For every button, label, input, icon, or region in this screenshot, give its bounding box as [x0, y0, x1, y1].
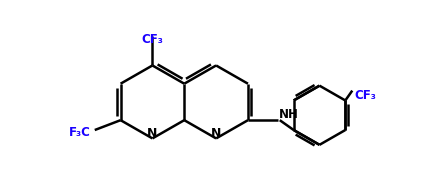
Text: N: N — [211, 127, 221, 140]
Text: N: N — [147, 127, 157, 140]
Text: CF₃: CF₃ — [142, 33, 163, 46]
Text: F₃C: F₃C — [69, 127, 91, 139]
Text: NH: NH — [279, 108, 299, 121]
Text: CF₃: CF₃ — [354, 89, 376, 102]
